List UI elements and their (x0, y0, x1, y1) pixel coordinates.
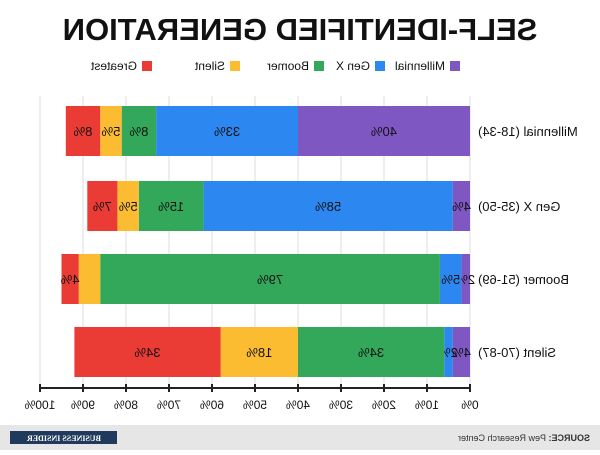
bar-segment (444, 327, 453, 377)
bar-segment (138, 181, 204, 231)
legend-label: Boomer (267, 59, 309, 73)
x-axis: 0% 10% 20% 30% 40% 50% 60% 70% 80% 90% 100% (24, 384, 479, 412)
bar-segment (452, 181, 470, 231)
legend-swatch (375, 61, 385, 71)
data-label: 4% (452, 345, 471, 360)
tick-label: 60% (200, 398, 224, 412)
bar-segment (220, 327, 298, 377)
bars: 40%33%8%5%8%4%58%15%5%7%2%5%79%4%4%2%34%… (60, 106, 475, 377)
bar-segment (78, 254, 101, 304)
tick-label: 90% (71, 398, 95, 412)
tick-label: 10% (415, 398, 439, 412)
source-note: SOURCE: Pew Research Center (458, 433, 590, 443)
bar-segment (203, 181, 453, 231)
data-label: 4% (60, 272, 79, 287)
data-label: 8% (73, 124, 92, 139)
legend-swatch (314, 61, 324, 71)
chart-title: SELF-IDENTIFIED GENERATION (63, 12, 538, 47)
data-label: 8% (129, 124, 148, 139)
category-label: Millennial (18-34) (478, 124, 578, 139)
bar-segment (61, 254, 79, 304)
category-label: Silent (70-87) (478, 345, 556, 360)
legend-label: Silent (194, 59, 225, 73)
tick-label: 40% (286, 398, 310, 412)
data-label: 34% (358, 345, 384, 360)
tick-label: 80% (114, 398, 138, 412)
tick-label: 30% (329, 398, 353, 412)
bar-segment (452, 327, 470, 377)
data-label: 4% (452, 199, 471, 214)
legend-label: Gen X (336, 59, 370, 73)
data-label: 5% (118, 199, 137, 214)
bar-segment (117, 181, 139, 231)
bar-segment (121, 106, 157, 156)
source-label: SOURCE: (548, 433, 590, 443)
category-label: Gen X (35-50) (478, 199, 560, 214)
legend-label: Millennial (395, 59, 445, 73)
tick-label: 0% (461, 398, 479, 412)
data-label: 15% (158, 199, 184, 214)
legend-label: Greatest (90, 59, 137, 73)
bar-segment (439, 254, 462, 304)
bar-segment (65, 106, 101, 156)
bar-segment (100, 254, 440, 304)
data-label: 40% (371, 124, 397, 139)
tick-label: 100% (24, 398, 55, 412)
bar-segment (298, 327, 445, 377)
tick-label: 50% (243, 398, 267, 412)
tick-label: 70% (157, 398, 181, 412)
category-label: Boomer (51-69) (478, 272, 569, 287)
legend-swatch (450, 61, 460, 71)
legend-swatch (142, 61, 152, 71)
bar-segment (298, 106, 470, 156)
legend-swatch (230, 61, 240, 71)
data-label: 5% (441, 272, 460, 287)
data-label: 79% (257, 272, 283, 287)
category-labels: Millennial (18-34) Gen X (35-50) Boomer (5… (478, 124, 578, 360)
data-label: 5% (101, 124, 120, 139)
bar-segment (156, 106, 298, 156)
data-label: 33% (214, 124, 240, 139)
bar-segment (74, 327, 221, 377)
bar-segment (461, 254, 470, 304)
source-text: Pew Research Center (458, 433, 549, 443)
legend: Millennial Gen X Boomer Silent Greatest (90, 59, 460, 73)
bar-segment (87, 181, 118, 231)
logo-text: BUSINESS INSIDER (27, 434, 101, 443)
footer: BUSINESS INSIDER SOURCE: Pew Research Ce… (0, 425, 600, 450)
bar-segment (100, 106, 122, 156)
data-label: 7% (93, 199, 112, 214)
logo-box (10, 431, 117, 444)
data-label: 34% (134, 345, 160, 360)
data-label: 18% (246, 345, 272, 360)
tick-label: 20% (372, 398, 396, 412)
data-label: 58% (315, 199, 341, 214)
